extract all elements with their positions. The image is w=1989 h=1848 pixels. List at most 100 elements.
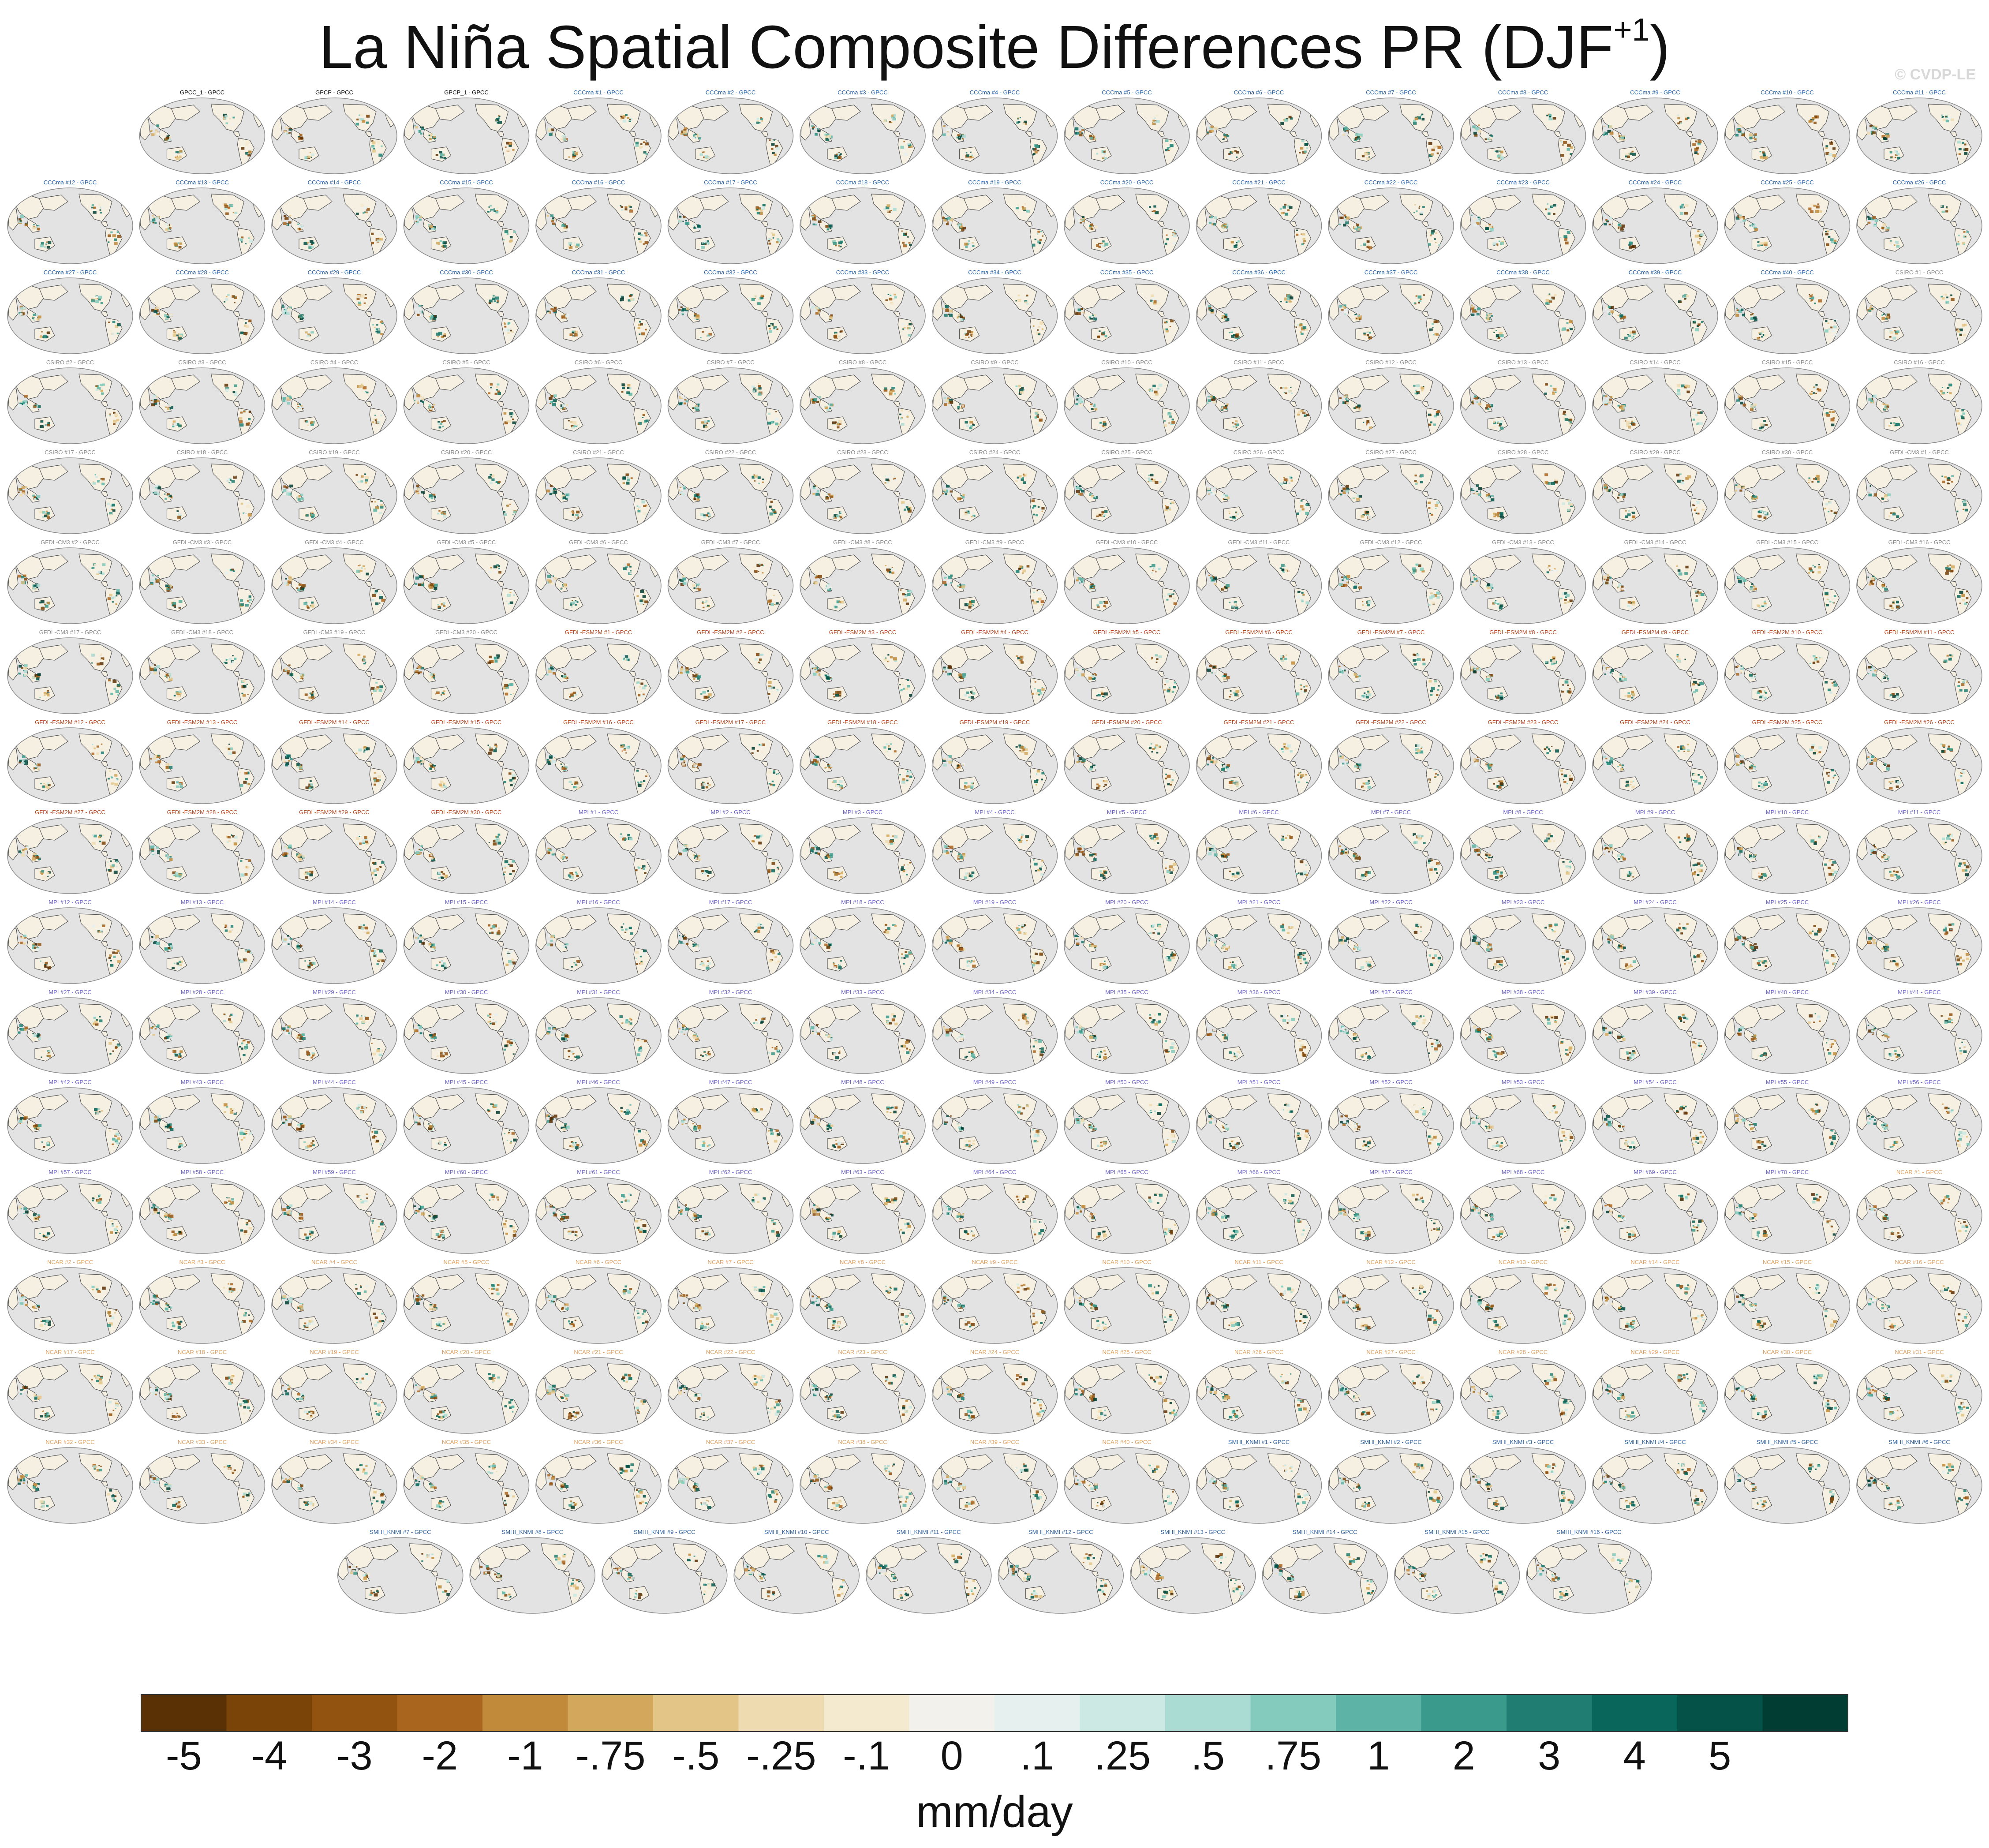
map-panel-label: CCCma #12 - GPCC <box>44 179 97 186</box>
map-anomaly-cell <box>629 119 631 120</box>
map-anomaly-cell <box>1433 146 1437 149</box>
map-anomaly-cell <box>1757 241 1760 243</box>
map-anomaly-cell <box>757 120 759 122</box>
map-anomaly-cell <box>768 240 770 242</box>
map-anomaly-cell <box>1735 311 1739 314</box>
map-anomaly-cell <box>366 121 369 124</box>
map-anomaly-cell <box>969 156 972 158</box>
map-anomaly-cell <box>1430 239 1433 243</box>
map-anomaly-cell <box>1831 329 1836 332</box>
map-anomaly-cell <box>1813 121 1817 124</box>
map-anomaly-cell <box>1680 212 1683 215</box>
map-anomaly-cell <box>1699 411 1703 414</box>
map-anomaly-cell <box>1149 206 1152 208</box>
map-anomaly-cell <box>1090 405 1093 408</box>
map-panel-label: CSIRO #17 - GPCC <box>45 449 96 456</box>
map-panel: CSIRO #8 - GPCC <box>800 359 926 444</box>
map-anomaly-cell <box>1894 150 1898 153</box>
map-anomaly-cell <box>1075 132 1078 135</box>
map-anomaly-cell <box>1414 475 1417 477</box>
map-anomaly-cell <box>946 214 948 216</box>
map-anomaly-cell <box>1288 390 1290 393</box>
map-anomaly-cell <box>828 137 830 139</box>
map-border <box>271 547 397 624</box>
map-anomaly-cell <box>493 565 497 569</box>
map-anomaly-cell <box>176 423 179 426</box>
map-anomaly-cell <box>562 493 564 495</box>
map-anomaly-cell <box>1833 415 1837 418</box>
map-anomaly-cell <box>1889 336 1892 338</box>
map-anomaly-cell <box>1430 414 1432 416</box>
map-anomaly-cell <box>645 504 647 507</box>
map-anomaly-cell <box>1570 505 1573 507</box>
map-anomaly-cell <box>1882 403 1885 405</box>
map-anomaly-cell <box>157 486 161 490</box>
map-anomaly-cell <box>1280 386 1283 389</box>
map-anomaly-cell <box>307 606 310 609</box>
map-anomaly-cell <box>570 604 572 606</box>
map-anomaly-cell <box>1764 156 1768 159</box>
map-anomaly-cell <box>1497 422 1499 424</box>
map-anomaly-cell <box>827 135 831 138</box>
map-anomaly-cell <box>310 240 314 243</box>
map-anomaly-cell <box>1423 204 1425 206</box>
map-anomaly-cell <box>1947 387 1949 389</box>
map-anomaly-cell <box>1415 483 1418 485</box>
map-anomaly-cell <box>1346 402 1349 404</box>
map-anomaly-cell <box>1949 296 1951 298</box>
map-anomaly-cell <box>1757 337 1760 340</box>
map-land <box>1399 464 1433 492</box>
map-land <box>1611 489 1625 503</box>
map-anomaly-cell <box>1234 150 1237 152</box>
map-anomaly-cell <box>630 209 632 210</box>
map-border <box>1856 457 1982 534</box>
map-anomaly-cell <box>770 232 773 234</box>
map-anomaly-cell <box>1092 314 1094 316</box>
map-anomaly-cell <box>1892 513 1896 516</box>
map-anomaly-cell <box>683 129 687 131</box>
map-anomaly-cell <box>1962 238 1966 241</box>
map-land <box>699 554 729 571</box>
map-anomaly-cell <box>945 493 947 495</box>
map-anomaly-cell <box>1235 426 1238 428</box>
map-anomaly-cell <box>157 575 159 576</box>
map-anomaly-cell <box>428 407 430 409</box>
map-anomaly-cell <box>1340 494 1342 496</box>
map-anomaly-cell <box>1605 400 1609 402</box>
map-anomaly-cell <box>904 509 906 511</box>
map-land <box>1227 195 1257 211</box>
map-anomaly-cell <box>1284 203 1287 206</box>
map-anomaly-cell <box>906 416 909 418</box>
map-land <box>695 596 716 612</box>
map-anomaly-cell <box>1174 230 1177 233</box>
map-panel-label: CSIRO #8 - GPCC <box>839 359 886 366</box>
map-anomaly-cell <box>1414 480 1417 483</box>
map-anomaly-cell <box>1368 330 1369 332</box>
map-anomaly-cell <box>1828 513 1832 516</box>
map-land <box>831 464 861 481</box>
map-anomaly-cell <box>432 496 434 498</box>
map-anomaly-cell <box>33 224 35 225</box>
map-anomaly-cell <box>1428 501 1431 505</box>
map-anomaly-cell <box>1082 216 1084 218</box>
map-anomaly-cell <box>1942 392 1945 394</box>
map-anomaly-cell <box>1682 480 1684 482</box>
map-border <box>800 457 926 534</box>
map-anomaly-cell <box>1697 419 1700 421</box>
map-anomaly-cell <box>508 603 510 605</box>
map-anomaly-cell <box>1609 220 1613 224</box>
map-panel: CSIRO #15 - GPCC <box>1724 359 1851 444</box>
map-land <box>39 464 68 481</box>
map-anomaly-cell <box>572 331 574 333</box>
map-anomaly-cell <box>1228 155 1232 158</box>
map-anomaly-cell <box>1039 509 1043 511</box>
map-anomaly-cell <box>1825 145 1828 148</box>
map-land <box>963 195 993 211</box>
map-anomaly-cell <box>758 385 761 388</box>
map-anomaly-cell <box>282 491 284 493</box>
map-anomaly-cell <box>229 118 231 120</box>
map-anomaly-cell <box>416 314 420 316</box>
map-anomaly-cell <box>1735 216 1740 220</box>
map-land <box>1095 105 1125 121</box>
map-anomaly-cell <box>428 404 431 406</box>
